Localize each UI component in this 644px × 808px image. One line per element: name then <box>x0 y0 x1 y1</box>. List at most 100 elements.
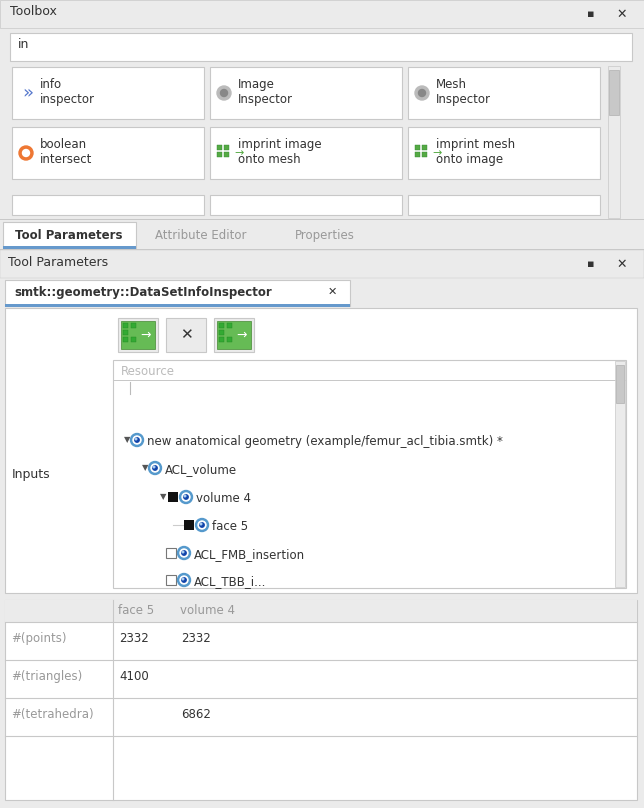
Circle shape <box>178 574 191 587</box>
Text: Inputs: Inputs <box>12 468 51 481</box>
Bar <box>0 220 644 252</box>
Text: Inspector: Inspector <box>238 93 293 106</box>
Text: ✕: ✕ <box>617 7 627 20</box>
Bar <box>224 145 229 150</box>
Text: Inspector: Inspector <box>436 93 491 106</box>
Bar <box>210 67 402 119</box>
Text: ACL_volume: ACL_volume <box>165 463 237 476</box>
Text: Tool Parameters: Tool Parameters <box>15 229 123 242</box>
Text: face 5: face 5 <box>118 604 154 617</box>
Bar <box>113 360 626 588</box>
Text: 6862: 6862 <box>181 708 211 721</box>
Circle shape <box>415 86 429 100</box>
Text: info: info <box>40 78 62 91</box>
Circle shape <box>178 546 191 559</box>
Text: Toolbox: Toolbox <box>10 5 57 18</box>
Text: face 5: face 5 <box>212 520 248 533</box>
Bar <box>227 323 232 328</box>
Bar <box>10 33 632 61</box>
Text: ACL_FMB_insertion: ACL_FMB_insertion <box>194 548 305 561</box>
Text: Resource: Resource <box>121 365 175 378</box>
Text: ▪: ▪ <box>587 9 595 19</box>
Circle shape <box>135 438 139 442</box>
Bar <box>219 337 224 342</box>
Circle shape <box>153 465 157 470</box>
Bar <box>210 127 402 179</box>
Text: ACL_TBB_i...: ACL_TBB_i... <box>194 575 267 588</box>
Bar <box>118 318 158 352</box>
Text: inspector: inspector <box>40 93 95 106</box>
Bar <box>5 308 637 593</box>
Bar <box>224 152 229 157</box>
Bar <box>12 127 204 179</box>
Text: smtk::geometry::DataSetInfoInspector: smtk::geometry::DataSetInfoInspector <box>14 286 272 299</box>
Text: →: → <box>432 148 441 158</box>
Bar <box>5 280 350 306</box>
Text: imprint image: imprint image <box>238 138 321 151</box>
Circle shape <box>182 551 186 555</box>
Bar <box>0 0 644 28</box>
Circle shape <box>135 438 137 440</box>
Circle shape <box>131 434 144 447</box>
Text: volume 4: volume 4 <box>196 492 251 505</box>
Bar <box>0 219 644 220</box>
Circle shape <box>180 490 193 503</box>
Text: ✕: ✕ <box>180 327 193 343</box>
Text: ▼: ▼ <box>124 436 130 444</box>
Bar <box>3 222 136 248</box>
Bar <box>168 492 178 502</box>
Bar <box>408 195 600 215</box>
Circle shape <box>184 494 188 499</box>
Circle shape <box>182 578 186 583</box>
Text: new anatomical geometry (example/femur_acl_tibia.smtk) *: new anatomical geometry (example/femur_a… <box>147 435 503 448</box>
Text: 2332: 2332 <box>119 632 149 645</box>
Circle shape <box>151 464 159 472</box>
Text: #(triangles): #(triangles) <box>11 670 82 683</box>
Text: boolean: boolean <box>40 138 87 151</box>
Text: intersect: intersect <box>40 153 92 166</box>
Bar <box>166 318 206 352</box>
Text: Tool Parameters: Tool Parameters <box>8 256 108 269</box>
Circle shape <box>220 90 227 96</box>
Text: →: → <box>237 329 247 342</box>
Text: →: → <box>234 148 243 158</box>
Bar <box>5 600 637 800</box>
Bar <box>12 67 204 119</box>
Bar <box>415 145 420 150</box>
Bar <box>5 600 637 622</box>
Bar <box>217 145 222 150</box>
Circle shape <box>23 149 30 157</box>
Text: Attribute Editor: Attribute Editor <box>155 229 247 242</box>
Text: ✕: ✕ <box>327 287 337 297</box>
Text: ▼: ▼ <box>142 464 148 473</box>
Circle shape <box>182 551 184 553</box>
Text: Properties: Properties <box>295 229 355 242</box>
Bar <box>408 67 600 119</box>
Bar <box>0 250 644 278</box>
Text: #(points): #(points) <box>11 632 66 645</box>
Bar <box>608 66 620 218</box>
Circle shape <box>149 461 162 474</box>
Circle shape <box>196 519 209 532</box>
Bar <box>131 323 136 328</box>
Bar <box>131 337 136 342</box>
Text: in: in <box>18 38 30 51</box>
Text: ▼: ▼ <box>160 493 166 502</box>
Text: »: » <box>22 84 33 102</box>
Text: onto mesh: onto mesh <box>238 153 301 166</box>
Bar <box>0 249 644 250</box>
Bar <box>121 321 155 349</box>
Circle shape <box>19 146 33 160</box>
Circle shape <box>180 549 188 557</box>
Text: 2332: 2332 <box>181 632 211 645</box>
Bar <box>210 195 402 215</box>
Circle shape <box>419 90 426 96</box>
Text: Mesh: Mesh <box>436 78 467 91</box>
Bar <box>616 365 624 403</box>
Bar <box>166 548 176 558</box>
Circle shape <box>133 436 141 444</box>
Circle shape <box>182 579 184 580</box>
Text: →: → <box>141 329 151 342</box>
Bar <box>219 323 224 328</box>
Bar <box>3 246 136 249</box>
